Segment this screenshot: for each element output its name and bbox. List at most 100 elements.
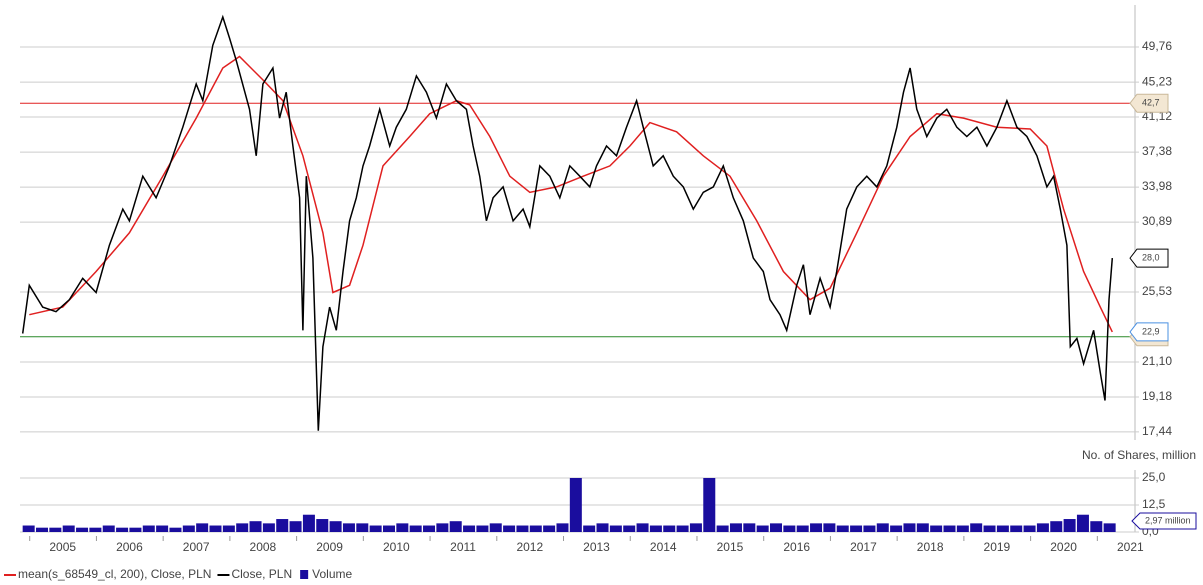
volume-bar <box>756 525 769 532</box>
volume-bar <box>743 523 756 532</box>
y-tick-label: 21,10 <box>1142 354 1172 368</box>
annotation: 2,97 million <box>1145 515 1191 525</box>
y-tick-label: 37,38 <box>1142 144 1172 158</box>
volume-bar <box>89 527 102 532</box>
volume-bar <box>623 525 636 532</box>
volume-bar <box>409 525 422 532</box>
legend-swatch <box>300 570 309 579</box>
volume-bar <box>329 521 342 532</box>
last-value-label: 22,9 <box>1142 326 1160 336</box>
volume-bar <box>49 527 62 532</box>
volume-bar <box>182 525 195 532</box>
volume-bar <box>209 525 222 532</box>
x-tick-label: 2010 <box>383 540 410 554</box>
volume-bar <box>863 525 876 532</box>
volume-bar <box>316 519 329 532</box>
x-tick-label: 2017 <box>850 540 877 554</box>
volume-bar <box>916 523 929 532</box>
volume-bar <box>302 514 315 532</box>
volume-bar <box>716 525 729 532</box>
volume-bar <box>36 527 49 532</box>
x-tick-label: 2008 <box>250 540 277 554</box>
y-tick-label: 25,0 <box>1142 470 1166 484</box>
y-tick-label: 17,44 <box>1142 424 1172 438</box>
volume-bar <box>476 525 489 532</box>
volume-bar <box>569 477 582 532</box>
volume-bar <box>289 521 302 532</box>
legend-label: Volume <box>312 567 352 581</box>
y-tick-label: 49,76 <box>1142 39 1172 53</box>
volume-bar <box>489 523 502 532</box>
volume-bar <box>596 523 609 532</box>
volume-bar <box>342 523 355 532</box>
volume-bar <box>463 525 476 532</box>
volume-bar <box>556 523 569 532</box>
volume-bar <box>729 523 742 532</box>
y-tick-label: 33,98 <box>1142 179 1172 193</box>
volume-bar <box>1076 514 1089 532</box>
volume-bar <box>876 523 889 532</box>
line <box>21 14 1114 431</box>
volume-bar <box>1050 521 1063 532</box>
volume-bar <box>169 527 182 532</box>
last-value-label-box <box>1129 322 1169 342</box>
volume-bar <box>1103 523 1116 532</box>
volume-bar <box>196 523 209 532</box>
volume-bar <box>810 523 823 532</box>
volume-bar <box>956 525 969 532</box>
x-tick-label: 2020 <box>1050 540 1077 554</box>
x-tick-label: 2007 <box>183 540 210 554</box>
last-value-label: 28,0 <box>1142 253 1160 263</box>
x-tick-label: 2011 <box>450 540 476 554</box>
reference-label-box <box>1129 93 1169 113</box>
volume-bar <box>983 525 996 532</box>
volume-bar <box>609 525 622 532</box>
volume-bar <box>62 525 75 532</box>
volume-bar <box>850 525 863 532</box>
x-tick-label: 2015 <box>717 540 744 554</box>
volume-bar <box>930 525 943 532</box>
volume-bar <box>436 523 449 532</box>
volume-bar <box>1036 523 1049 532</box>
volume-bar <box>129 527 142 532</box>
volume-bar <box>236 523 249 532</box>
x-tick-label: 2005 <box>49 540 76 554</box>
volume-bar <box>382 525 395 532</box>
volume-bar <box>903 523 916 532</box>
x-tick-label: 2014 <box>650 540 677 554</box>
volume-bar <box>449 521 462 532</box>
volume-bar <box>836 525 849 532</box>
volume-bar <box>583 525 596 532</box>
volume-bar <box>970 523 983 532</box>
x-tick-label: 2021 <box>1117 540 1144 554</box>
volume-bar <box>503 525 516 532</box>
volume-bar <box>276 519 289 532</box>
y-tick-label: 30,89 <box>1142 214 1172 228</box>
volume-bar <box>222 525 235 532</box>
volume-bar <box>516 525 529 532</box>
volume-bar <box>996 525 1009 532</box>
volume-bar <box>636 523 649 532</box>
volume-bar <box>1090 521 1103 532</box>
y-tick-label: 25,53 <box>1142 284 1172 298</box>
last-value-label-box <box>1129 248 1169 268</box>
x-tick-label: 2018 <box>917 540 944 554</box>
volume-bar <box>890 525 903 532</box>
axis-title: No. of Shares, million <box>1082 448 1196 462</box>
volume-bar <box>116 527 129 532</box>
y-tick-label: 41,12 <box>1142 109 1172 123</box>
volume-bar <box>249 521 262 532</box>
volume-bar <box>1023 525 1036 532</box>
volume-bar <box>529 525 542 532</box>
volume-bar <box>943 525 956 532</box>
volume-bar <box>369 525 382 532</box>
x-tick-label: 2013 <box>583 540 610 554</box>
volume-bar <box>356 523 369 532</box>
line <box>29 55 1113 333</box>
reference-label: 42,7 <box>1142 98 1160 108</box>
volume-bar <box>663 525 676 532</box>
x-tick-label: 2012 <box>516 540 543 554</box>
volume-bar <box>1010 525 1023 532</box>
volume-bar <box>770 523 783 532</box>
volume-bar <box>22 525 35 532</box>
